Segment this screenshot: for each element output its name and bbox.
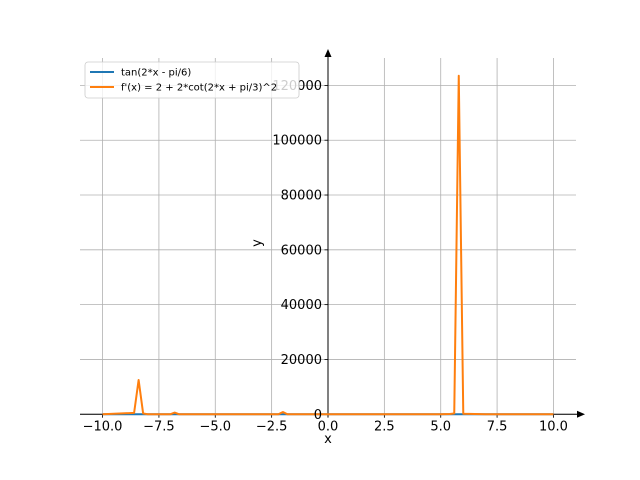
legend: tan(2*x - pi/6) f'(x) = 2 + 2*cot(2*x + … [84, 61, 300, 99]
y-axis-label: y [250, 239, 265, 247]
axes [80, 49, 585, 418]
x-tick-label: −5.0 [199, 419, 231, 434]
x-tick-label: 10.0 [539, 419, 568, 434]
x-tick-label: 5.0 [430, 419, 451, 434]
y-axis-arrow [324, 49, 332, 57]
x-tick-label: −7.5 [143, 419, 175, 434]
y-tick-label: 0 [314, 408, 322, 423]
x-axis-arrow [577, 410, 585, 418]
x-tick-label: 0.0 [318, 419, 339, 434]
y-tick-label: 20000 [281, 353, 322, 368]
series-line-2 [102, 74, 554, 416]
x-tick-label: −10.0 [83, 419, 123, 434]
series-lines [102, 74, 554, 416]
x-axis-label: x [324, 432, 332, 447]
x-tick-label: 2.5 [374, 419, 395, 434]
legend-frame [84, 61, 300, 99]
tick-labels: −10.0 −7.5 −5.0 −2.5 0.0 2.5 5.0 7.5 10.0 0 20000 4… [83, 79, 568, 434]
x-tick-label: −2.5 [256, 419, 288, 434]
legend-label-2: f'(x) = 2 + 2*cot(2*x + pi/3)^2 [121, 83, 277, 94]
legend-label-1: tan(2*x - pi/6) [121, 68, 191, 79]
y-tick-label: 40000 [281, 298, 322, 313]
y-tick-label: 60000 [281, 243, 322, 258]
y-tick-label: 80000 [281, 189, 322, 204]
y-tick-label: 100000 [272, 134, 322, 149]
x-tick-label: 7.5 [487, 419, 508, 434]
